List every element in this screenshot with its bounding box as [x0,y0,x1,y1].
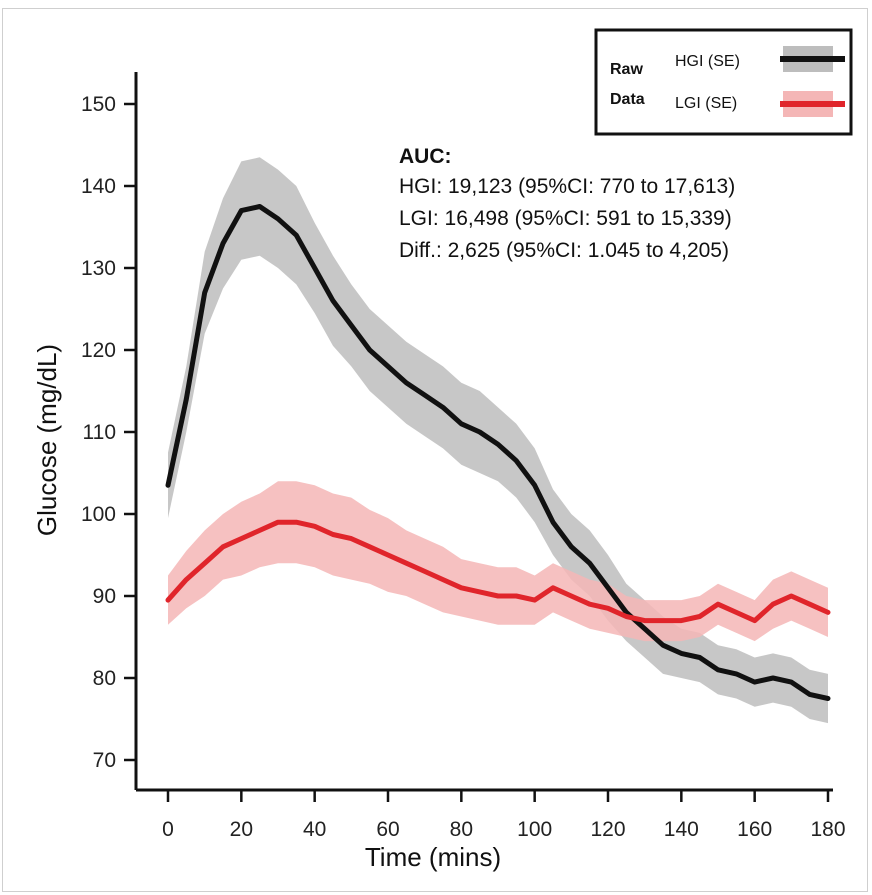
y-tick-label: 90 [93,585,116,608]
x-tick-label: 180 [810,818,845,841]
x-tick-label: 120 [590,818,625,841]
y-axis-title: Glucose (mg/dL) [32,344,62,536]
x-ticks: 0 20 40 60 80 100 120 140 160 180 [162,790,846,841]
x-tick-label: 20 [230,818,253,841]
auc-line-hgi: HGI: 19,123 (95%CI: 770 to 17,613) [399,175,735,198]
auc-line-lgi: LGI: 16,498 (95%CI: 591 to 15,339) [399,207,732,230]
y-tick-label: 110 [83,421,116,444]
x-tick-label: 0 [162,818,174,841]
legend: Raw Data HGI (SE) LGI (SE) [594,28,853,136]
x-tick-label: 160 [737,818,772,841]
legend-label-lgi: LGI (SE) [675,95,737,112]
auc-title: AUC: [399,145,452,168]
auc-annotation: AUC: HGI: 19,123 (95%CI: 770 to 17,613) … [399,145,735,262]
auc-line-diff: Diff.: 2,625 (95%CI: 1.045 to 4,205) [399,239,729,262]
y-tick-label: 140 [81,175,116,198]
y-tick-label: 100 [81,503,116,526]
y-tick-label: 150 [81,93,116,116]
x-axis-title: Time (mins) [365,842,501,872]
x-tick-label: 80 [450,818,473,841]
series-lines [165,204,831,701]
legend-box [594,28,853,136]
lgi-se-band [168,481,828,642]
hgi-series-line [165,204,831,701]
chart-frame [2,8,868,892]
legend-header-data: Data [610,91,645,108]
x-tick-label: 140 [664,818,699,841]
legend-header-raw: Raw [610,61,643,78]
y-ticks: 70 80 90 100 110 120 130 140 150 [81,93,136,772]
y-tick-label: 80 [93,667,116,690]
legend-label-hgi: HGI (SE) [675,53,740,70]
lgi-series-line [165,519,831,624]
x-tick-label: 100 [517,818,552,841]
y-tick-label: 70 [93,749,116,772]
x-tick-label: 40 [303,818,326,841]
y-tick-label: 130 [81,257,116,280]
y-tick-label: 120 [81,339,116,362]
x-tick-label: 60 [376,818,399,841]
